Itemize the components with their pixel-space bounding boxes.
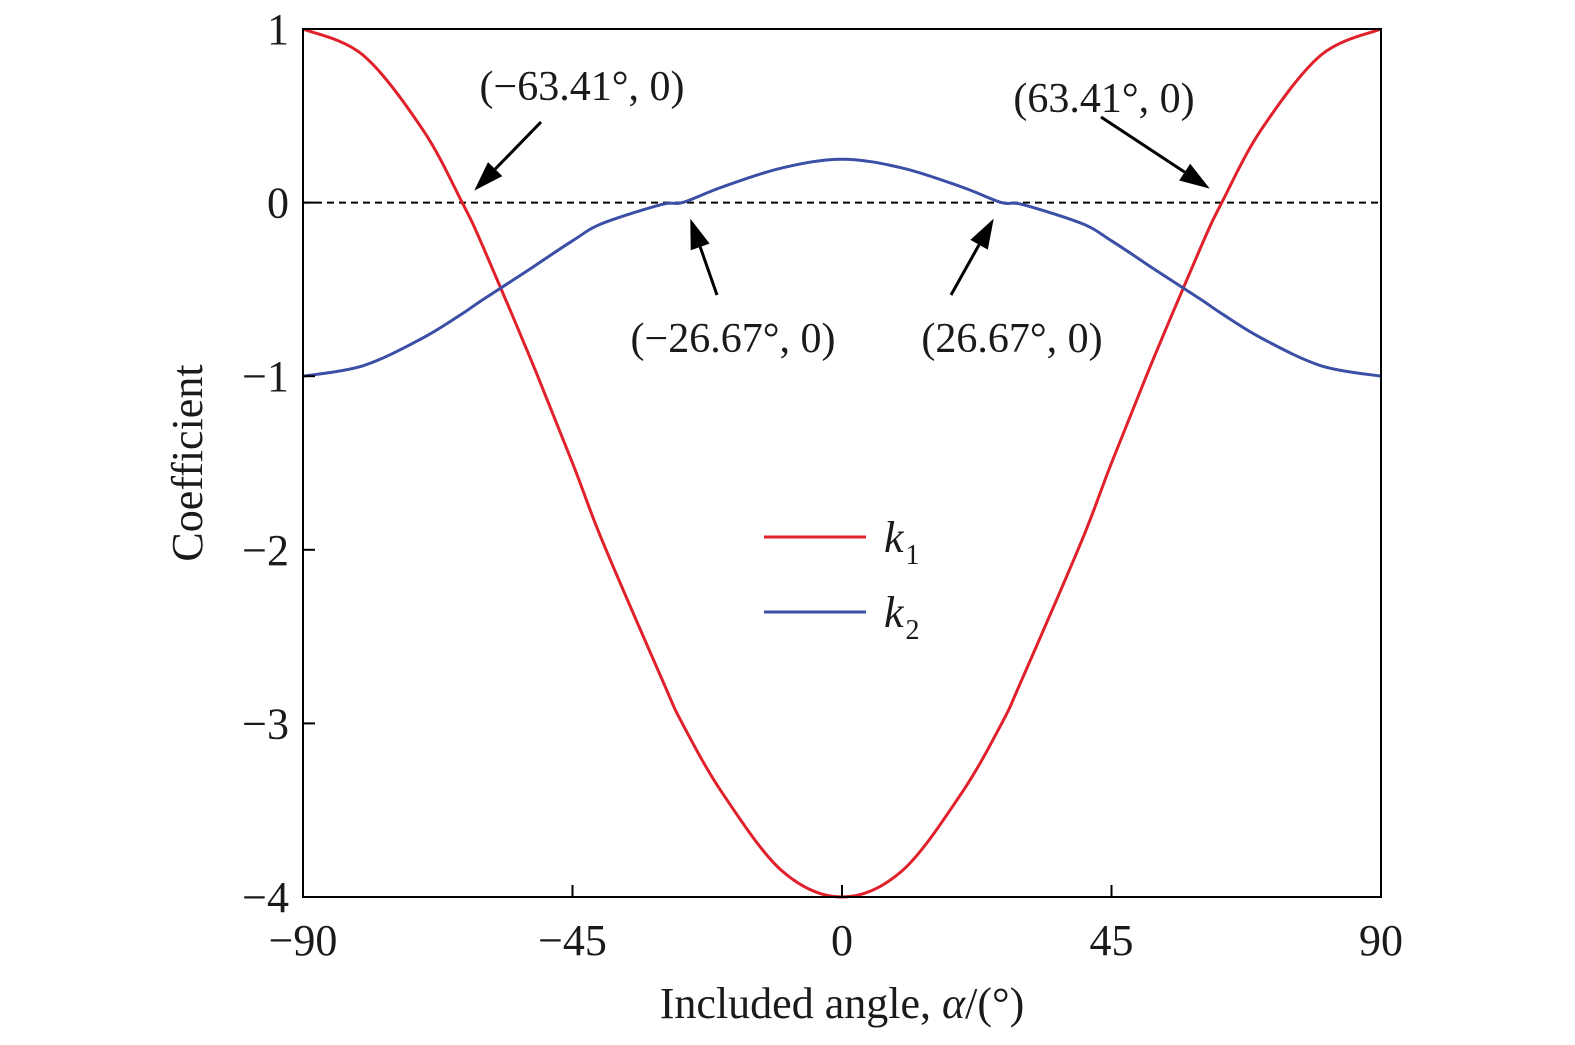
y-tick-label: 0 [267, 179, 289, 228]
y-tick-label: −1 [242, 352, 289, 401]
x-axis-title: Included angle, α/(°) [660, 979, 1024, 1028]
series-line-k2 [302, 157, 1382, 378]
annotations: (−63.41°, 0) (63.41°, 0) (−26.67°, 0) (2… [480, 64, 1195, 362]
legend-label-k1: k1 [884, 513, 920, 571]
axes: −90 −45 0 45 90 1 0 −1 −2 −3 −4 [242, 5, 1403, 965]
annotation-arrow-2 [690, 218, 719, 296]
y-tick-label: 1 [267, 5, 289, 54]
annotation-pos-63: (63.41°, 0) [1013, 76, 1194, 122]
annotation-arrow-3 [949, 218, 994, 296]
annotation-neg-63: (−63.41°, 0) [480, 64, 685, 110]
annotation-arrow-0 [474, 120, 543, 191]
x-tick-label: −45 [538, 916, 607, 965]
annotation-arrow-1 [1100, 115, 1210, 189]
x-tick-label: 0 [831, 916, 853, 965]
x-tick-label: −90 [269, 916, 338, 965]
annotation-pos-26: (26.67°, 0) [921, 316, 1102, 362]
y-tick-label: −4 [242, 873, 289, 922]
y-tick-label: −2 [242, 526, 289, 575]
x-tick-label: 45 [1090, 916, 1134, 965]
legend-label-k2: k2 [884, 588, 920, 646]
legend: k1 k2 [764, 513, 920, 646]
y-axis-title: Coefficient [163, 364, 212, 561]
y-tick-label: −3 [242, 699, 289, 748]
annotation-neg-26: (−26.67°, 0) [631, 316, 836, 362]
x-tick-label: 90 [1359, 916, 1403, 965]
plot-area [302, 27, 1382, 899]
